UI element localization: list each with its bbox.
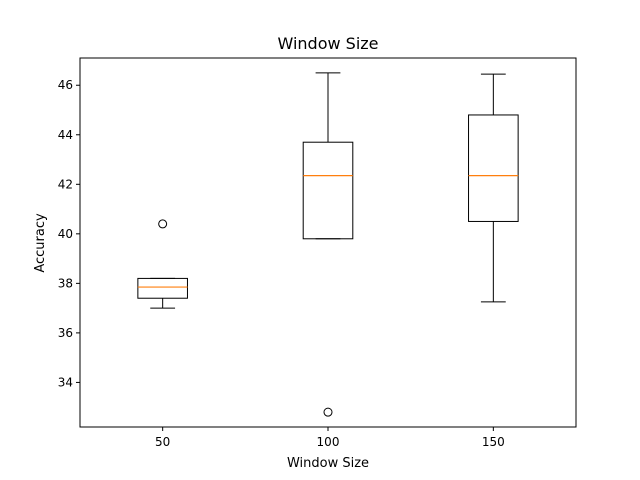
box: [137, 277, 188, 299]
x-tick-label: 50: [155, 435, 170, 449]
x-tick-label: 150: [482, 435, 505, 449]
box-group-100: [302, 72, 354, 417]
box-group-50: [137, 219, 188, 309]
box-group-150: [468, 73, 519, 303]
outlier-point: [158, 219, 168, 229]
y-tick-label: 36: [58, 326, 73, 340]
box: [302, 141, 354, 240]
y-tick-label: 46: [58, 78, 73, 92]
y-tick-label: 42: [58, 177, 73, 191]
y-tick-label: 44: [58, 128, 73, 142]
x-tick-label: 100: [317, 435, 340, 449]
y-tick-label: 40: [58, 227, 73, 241]
plot-frame: [79, 57, 577, 428]
x-axis: 50 100 150: [155, 427, 505, 449]
outlier-point: [323, 407, 333, 417]
box: [468, 114, 519, 222]
y-tick-label: 38: [58, 276, 73, 290]
y-axis-label: Accuracy: [33, 213, 48, 273]
y-tick-label: 34: [58, 375, 73, 389]
x-axis-label: Window Size: [287, 456, 369, 471]
y-axis: 34 36 38 40 42 44 46: [58, 78, 80, 389]
chart-title: Window Size: [277, 34, 378, 53]
plot-marks: [137, 72, 519, 417]
